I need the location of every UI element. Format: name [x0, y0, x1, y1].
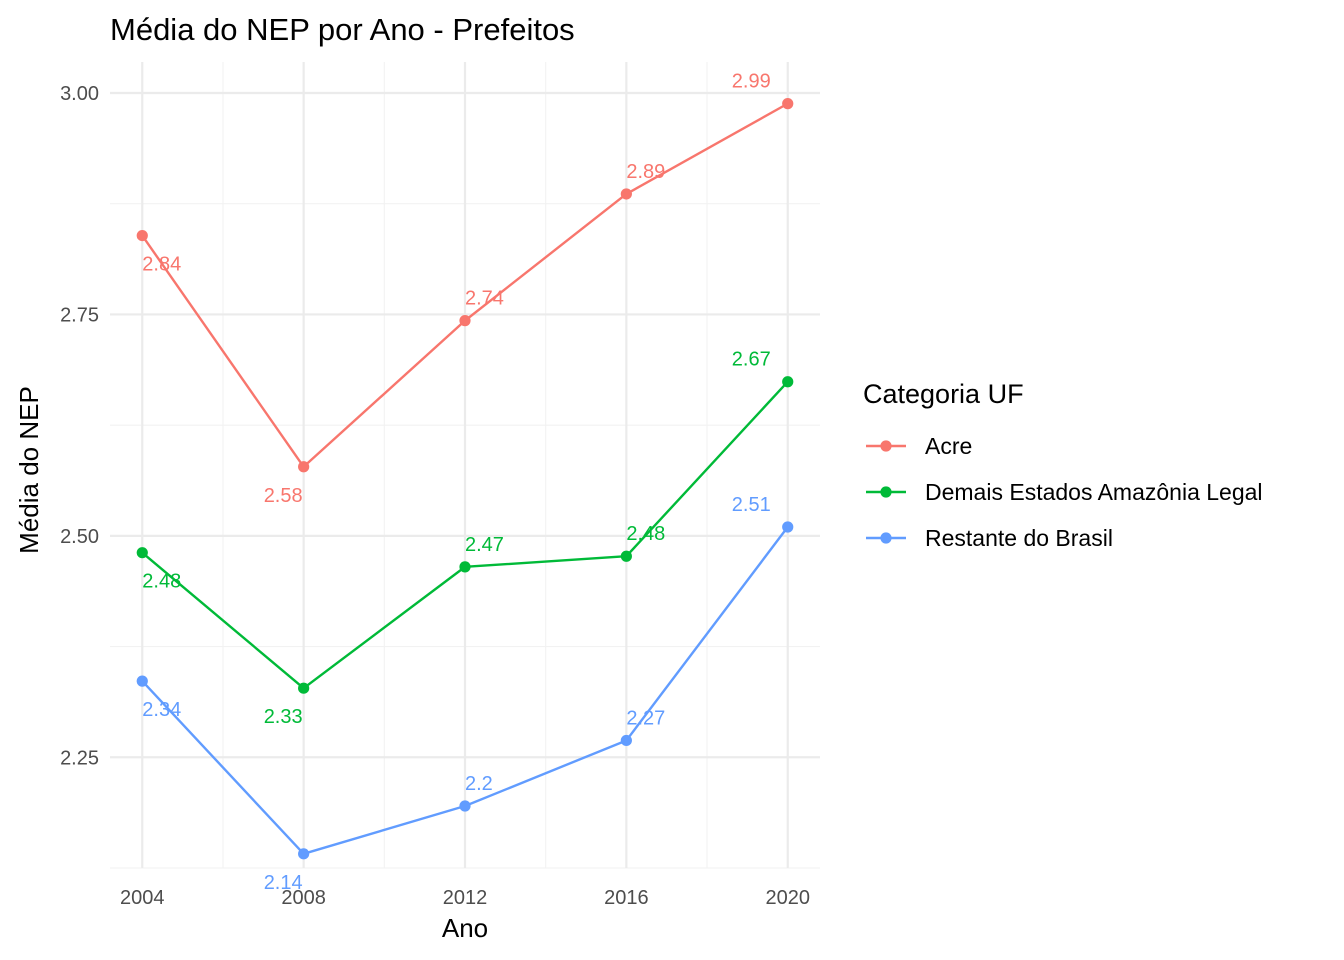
legend-label: Restante do Brasil — [925, 525, 1113, 551]
y-tick-label: 2.50 — [60, 526, 99, 548]
legend-title: Categoria UF — [863, 379, 1024, 409]
x-tick-label: 2016 — [604, 887, 649, 909]
x-tick-label: 2012 — [443, 887, 488, 909]
data-labels: 2.84 2.58 2.74 2.89 2.99 2.48 2.33 2.47 2.48 2.67… — [142, 71, 770, 894]
data-label: 2.51 — [732, 494, 771, 516]
data-point — [620, 734, 632, 747]
legend: Categoria UF Acre Demais Estados Amazônia… — [863, 379, 1263, 551]
data-label: 2.74 — [465, 288, 504, 310]
series-points — [136, 98, 794, 860]
data-point — [298, 461, 310, 473]
data-point — [782, 376, 794, 388]
x-axis-ticks: 2004 2008 2012 2016 2020 — [120, 887, 810, 909]
data-label: 2.99 — [732, 71, 771, 93]
y-axis-ticks: 2.25 2.50 2.75 3.00 — [60, 83, 99, 769]
legend-label: Demais Estados Amazônia Legal — [925, 479, 1263, 505]
data-label: 2.27 — [626, 707, 665, 729]
y-axis-title: Média do NEP — [14, 386, 44, 554]
x-axis-title: Ano — [442, 913, 488, 943]
y-tick-label: 2.25 — [60, 747, 99, 769]
legend-key-point — [880, 486, 892, 498]
x-tick-label: 2004 — [120, 887, 165, 909]
data-point — [298, 848, 310, 860]
data-label: 2.48 — [142, 571, 181, 593]
data-point — [620, 188, 632, 200]
legend-key-point — [880, 440, 892, 452]
data-point — [459, 561, 471, 573]
data-point — [136, 675, 148, 687]
data-label: 2.34 — [142, 699, 181, 721]
legend-label: Acre — [925, 433, 972, 459]
data-label: 2.48 — [626, 523, 665, 545]
data-point — [136, 547, 148, 559]
data-label: 2.58 — [264, 485, 303, 507]
x-tick-label: 2008 — [281, 887, 326, 909]
data-label: 2.47 — [465, 534, 504, 556]
data-label: 2.14 — [264, 872, 303, 894]
data-point — [459, 800, 471, 812]
x-tick-label: 2020 — [765, 887, 810, 909]
data-point — [298, 682, 310, 694]
major-gridlines — [110, 62, 820, 868]
data-point — [782, 98, 794, 110]
data-label: 2.33 — [264, 706, 303, 728]
data-point — [620, 550, 632, 562]
y-tick-label: 2.75 — [60, 304, 99, 326]
data-point — [459, 315, 471, 327]
chart-title: Média do NEP por Ano - Prefeitos — [110, 12, 575, 47]
data-point — [782, 521, 794, 533]
data-label: 2.89 — [626, 161, 665, 183]
y-tick-label: 3.00 — [60, 83, 99, 105]
data-label: 2.2 — [465, 773, 493, 795]
data-point — [136, 230, 148, 242]
data-label: 2.67 — [732, 349, 771, 371]
legend-key-point — [880, 532, 892, 544]
data-label: 2.84 — [142, 254, 181, 276]
